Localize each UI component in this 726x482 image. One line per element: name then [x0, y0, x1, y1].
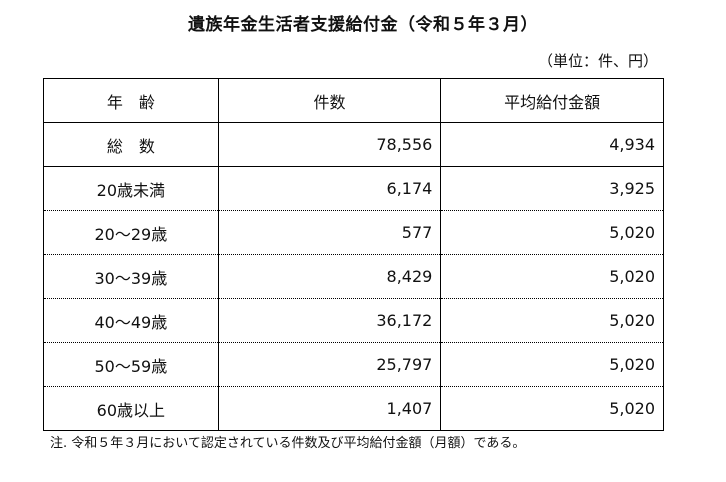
row-average: 5,020 [440, 298, 664, 343]
row-count: 78,556 [217, 122, 442, 167]
table-row: 20歳未満 6,174 3,925 [43, 166, 664, 211]
table-row: 20～29歳 577 5,020 [43, 210, 664, 255]
table-row: 30～39歳 8,429 5,020 [43, 254, 664, 299]
row-count: 36,172 [217, 298, 442, 343]
row-label: 60歳以上 [43, 386, 219, 431]
table-row-total: 総 数 78,556 4,934 [43, 122, 664, 167]
row-label: 20歳未満 [43, 166, 219, 211]
benefit-table: 年 齢 件数 平均給付金額 総 数 78,556 4,934 20歳未満 6,1… [43, 78, 664, 431]
row-label: 総 数 [43, 122, 219, 167]
row-count: 577 [217, 210, 442, 255]
row-average: 5,020 [440, 342, 664, 387]
row-average: 3,925 [440, 166, 664, 211]
row-average: 4,934 [440, 122, 664, 167]
table-header-row: 年 齢 件数 平均給付金額 [43, 78, 664, 123]
row-count: 6,174 [217, 166, 442, 211]
row-average: 5,020 [440, 386, 664, 431]
unit-label: （単位：件、円） [537, 52, 658, 70]
row-average: 5,020 [440, 254, 664, 299]
row-average: 5,020 [440, 210, 664, 255]
row-label: 30～39歳 [43, 254, 219, 299]
row-count: 1,407 [217, 386, 442, 431]
header-age: 年 齢 [43, 78, 219, 123]
row-count: 25,797 [217, 342, 442, 387]
header-average: 平均給付金額 [440, 78, 664, 123]
row-count: 8,429 [217, 254, 442, 299]
table-row: 50～59歳 25,797 5,020 [43, 342, 664, 387]
page-title: 遺族年金生活者支援給付金（令和５年３月） [188, 15, 538, 35]
row-label: 40～49歳 [43, 298, 219, 343]
header-count: 件数 [217, 78, 442, 123]
row-label: 50～59歳 [43, 342, 219, 387]
table-row: 40～49歳 36,172 5,020 [43, 298, 664, 343]
row-label: 20～29歳 [43, 210, 219, 255]
table-row: 60歳以上 1,407 5,020 [43, 386, 664, 431]
footnote: 注. 令和５年３月において認定されている件数及び平均給付金額（月額）である。 [50, 436, 526, 451]
